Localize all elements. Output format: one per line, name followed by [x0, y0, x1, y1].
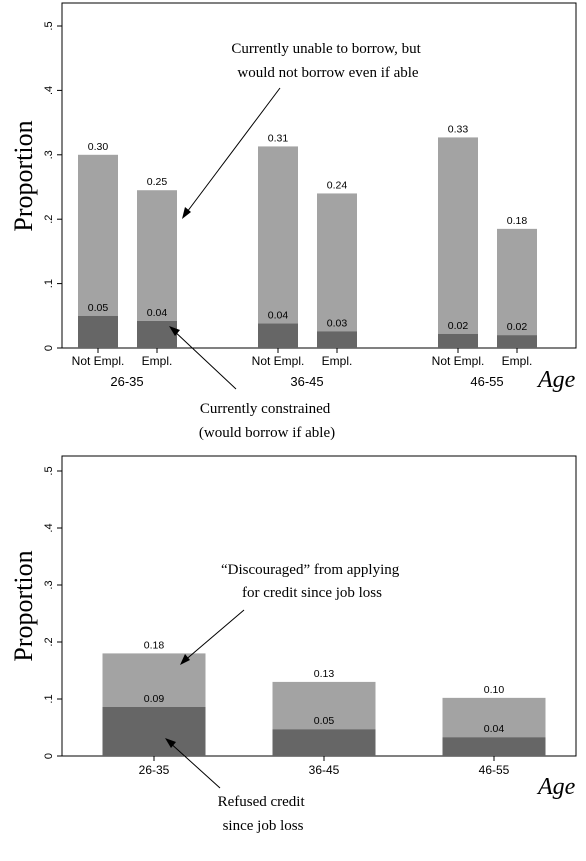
- bottom-bar-upper: [272, 681, 376, 730]
- top-y-axis-title: Proportion: [9, 120, 38, 231]
- top-y-tick-label: .3: [43, 150, 55, 159]
- top-x-tick-label: Not Empl.: [252, 354, 305, 368]
- bottom-y-tick-label: .4: [43, 523, 55, 532]
- bottom-y-axis-title: Proportion: [9, 550, 38, 661]
- bottom-y-tick-label: .3: [43, 580, 55, 589]
- top-bar-total-label: 0.30: [88, 141, 109, 153]
- top-bar-upper: [78, 154, 118, 316]
- bottom-x-tick-label: 26-35: [139, 763, 170, 777]
- bottom-y-tick-label: .5: [43, 466, 55, 475]
- bottom-x-axis-title: Age: [536, 774, 576, 800]
- top-bar-upper: [497, 228, 537, 336]
- top-bar-lower: [438, 333, 478, 348]
- top-x-tick-label: Empl.: [142, 354, 173, 368]
- top-y-tick-label: .1: [43, 279, 55, 288]
- top-bar-lower: [137, 320, 177, 348]
- top-group-label: 26-35: [110, 374, 143, 389]
- top-bar-upper: [438, 137, 478, 334]
- top-chart: 0 .1 .2 .3 .4 .5 0.30 0.05 0.25 0.04 0.31 0.04 0.24…: [9, 2, 577, 441]
- top-bar-upper: [258, 146, 298, 324]
- bottom-bars: 0.18 0.09 0.13 0.05 0.10 0.04: [102, 639, 546, 756]
- bottom-annotation-lower-arrow: [167, 740, 221, 789]
- top-group-label: 46-55: [470, 374, 503, 389]
- top-x-tick-label: Empl.: [502, 354, 533, 368]
- top-annotation-lower-arrowhead: [169, 326, 180, 336]
- bottom-bar-lower-label: 0.04: [484, 723, 505, 735]
- top-bar-lower: [78, 315, 118, 348]
- top-x-tick-label: Not Empl.: [72, 354, 125, 368]
- top-y-axis: 0 .1 .2 .3 .4 .5: [43, 21, 62, 351]
- bottom-x-tick-label: 46-55: [479, 763, 510, 777]
- top-bar-lower-label: 0.02: [507, 321, 528, 333]
- top-bar-total-label: 0.18: [507, 215, 528, 227]
- top-bars: 0.30 0.05 0.25 0.04 0.31 0.04 0.24 0.03 0.33 0.02…: [78, 123, 537, 348]
- top-group-label: 36-45: [290, 374, 323, 389]
- bottom-bar-upper: [102, 653, 206, 707]
- bottom-x-axis: 26-35 36-45 46-55: [139, 756, 510, 777]
- top-annotation-upper: Currently unable to borrow, but would no…: [231, 41, 424, 81]
- bottom-bar-total-label: 0.13: [314, 668, 335, 680]
- bottom-y-axis: 0 .1 .2 .3 .4 .5: [43, 466, 62, 759]
- bottom-annotation-lower-arrowhead: [165, 738, 176, 748]
- top-bar-lower-label: 0.04: [147, 307, 168, 319]
- bottom-annotation-lower: Refused credit since job loss: [218, 794, 309, 834]
- top-y-tick-label: .4: [43, 86, 55, 95]
- top-annotation-lower-arrow: [171, 328, 237, 390]
- top-bar-lower-label: 0.02: [448, 320, 469, 332]
- top-y-tick-label: 0: [43, 345, 55, 351]
- bottom-bar-total-label: 0.18: [144, 639, 165, 651]
- bottom-bar-total-label: 0.10: [484, 684, 505, 696]
- top-bar-upper: [137, 190, 177, 321]
- bottom-y-tick-label: 0: [43, 753, 55, 759]
- top-annotation-upper-arrowhead: [182, 207, 191, 219]
- top-x-tick-label: Empl.: [322, 354, 353, 368]
- top-x-axis-title: Age: [536, 367, 576, 393]
- top-y-tick-label: .5: [43, 21, 55, 30]
- top-y-tick-label: .2: [43, 215, 55, 224]
- top-annotation-lower: Currently constrained (would borrow if a…: [199, 401, 335, 441]
- bottom-chart: 0 .1 .2 .3 .4 .5 0.18 0.09 0.13 0.05 0.10 0.04 26-…: [9, 455, 577, 834]
- bottom-bar-lower: [102, 706, 206, 756]
- bottom-y-tick-label: .1: [43, 694, 55, 703]
- bottom-bar-lower-label: 0.05: [314, 715, 335, 727]
- top-x-axis: Not Empl. Empl. Not Empl. Empl. Not Empl. Emp…: [72, 348, 533, 389]
- bottom-bar-lower: [442, 737, 546, 756]
- top-annotation-upper-arrow: [183, 87, 281, 217]
- bottom-bar-lower: [272, 729, 376, 756]
- bottom-y-tick-label: .2: [43, 637, 55, 646]
- bottom-bar-lower-label: 0.09: [144, 693, 165, 705]
- bottom-bar-upper: [442, 697, 546, 738]
- top-bar-upper: [317, 193, 357, 332]
- bottom-annotation-upper: “Discouraged” from applying for credit s…: [221, 562, 403, 601]
- top-bar-total-label: 0.25: [147, 176, 168, 188]
- top-bar-total-label: 0.31: [268, 132, 289, 144]
- top-bar-lower-label: 0.05: [88, 302, 109, 314]
- top-bar-lower-label: 0.04: [268, 310, 289, 322]
- top-bar-lower: [497, 335, 537, 348]
- top-bar-lower-label: 0.03: [327, 317, 348, 329]
- top-bar-lower: [317, 331, 357, 348]
- top-bar-total-label: 0.33: [448, 123, 469, 135]
- bottom-annotation-upper-arrowhead: [180, 654, 190, 665]
- bottom-x-tick-label: 36-45: [309, 763, 340, 777]
- top-bar-total-label: 0.24: [327, 179, 348, 191]
- bottom-annotation-upper-arrow: [182, 609, 245, 663]
- top-bar-lower: [258, 323, 298, 348]
- top-x-tick-label: Not Empl.: [432, 354, 485, 368]
